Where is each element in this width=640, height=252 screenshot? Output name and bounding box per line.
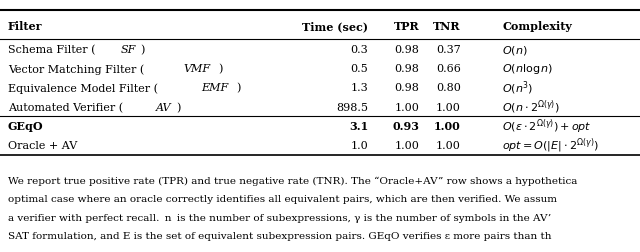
Text: 1.00: 1.00 bbox=[436, 102, 461, 112]
Text: 1.00: 1.00 bbox=[436, 140, 461, 150]
Text: 1.0: 1.0 bbox=[350, 140, 368, 150]
Text: 0.3: 0.3 bbox=[350, 45, 368, 55]
Text: SF: SF bbox=[120, 45, 136, 55]
Text: VMF: VMF bbox=[184, 64, 211, 74]
Text: 0.37: 0.37 bbox=[436, 45, 461, 55]
Text: Complexity: Complexity bbox=[502, 21, 572, 32]
Text: ): ) bbox=[236, 83, 241, 93]
Text: $\mathit{O}(n \cdot 2^{\Omega(\gamma)})$: $\mathit{O}(n \cdot 2^{\Omega(\gamma)})$ bbox=[502, 99, 560, 116]
Text: 0.66: 0.66 bbox=[436, 64, 461, 74]
Text: $\mathit{O}(\epsilon \cdot 2^{\Omega(\gamma)}) + \mathit{opt}$: $\mathit{O}(\epsilon \cdot 2^{\Omega(\ga… bbox=[502, 117, 592, 136]
Text: TNR: TNR bbox=[433, 21, 461, 32]
Text: $\mathit{opt} = \mathit{O}(|E| \cdot 2^{\Omega(\gamma)})$: $\mathit{opt} = \mathit{O}(|E| \cdot 2^{… bbox=[502, 136, 599, 155]
Text: 1.00: 1.00 bbox=[394, 140, 419, 150]
Text: 0.98: 0.98 bbox=[394, 64, 419, 74]
Text: 0.80: 0.80 bbox=[436, 83, 461, 93]
Text: Automated Verifier (: Automated Verifier ( bbox=[8, 102, 123, 112]
Text: Oracle + AV: Oracle + AV bbox=[8, 140, 77, 150]
Text: 898.5: 898.5 bbox=[336, 102, 368, 112]
Text: $\mathit{O}(n)$: $\mathit{O}(n)$ bbox=[502, 43, 528, 56]
Text: SAT formulation, and E is the set of equivalent subexpression pairs. GEqO verifi: SAT formulation, and E is the set of equ… bbox=[8, 231, 551, 240]
Text: GEqO: GEqO bbox=[8, 121, 44, 132]
Text: 0.5: 0.5 bbox=[350, 64, 368, 74]
Text: AV: AV bbox=[156, 102, 172, 112]
Text: Equivalence Model Filter (: Equivalence Model Filter ( bbox=[8, 83, 157, 93]
Text: 0.98: 0.98 bbox=[394, 45, 419, 55]
Text: optimal case where an oracle correctly identifies all equivalent pairs, which ar: optimal case where an oracle correctly i… bbox=[8, 195, 557, 204]
Text: $\mathit{O}(n^3)$: $\mathit{O}(n^3)$ bbox=[502, 79, 534, 97]
Text: 0.98: 0.98 bbox=[394, 83, 419, 93]
Text: EMF: EMF bbox=[201, 83, 228, 93]
Text: 3.1: 3.1 bbox=[349, 121, 368, 132]
Text: $\mathit{O}(n\log n)$: $\mathit{O}(n\log n)$ bbox=[502, 62, 554, 76]
Text: 0.93: 0.93 bbox=[392, 121, 419, 132]
Text: Filter: Filter bbox=[8, 21, 42, 32]
Text: We report true positive rate (TPR) and true negative rate (TNR). The “Oracle+AV”: We report true positive rate (TPR) and t… bbox=[8, 176, 577, 186]
Text: a verifier with perfect recall.  n  is the number of subexpressions, γ is the nu: a verifier with perfect recall. n is the… bbox=[8, 213, 551, 222]
Text: ): ) bbox=[218, 64, 223, 74]
Text: Schema Filter (: Schema Filter ( bbox=[8, 45, 95, 55]
Text: 1.3: 1.3 bbox=[350, 83, 368, 93]
Text: 1.00: 1.00 bbox=[434, 121, 461, 132]
Text: ): ) bbox=[176, 102, 180, 112]
Text: Time (sec): Time (sec) bbox=[302, 21, 368, 32]
Text: Vector Matching Filter (: Vector Matching Filter ( bbox=[8, 64, 144, 74]
Text: ): ) bbox=[140, 45, 145, 55]
Text: TPR: TPR bbox=[394, 21, 419, 32]
Text: 1.00: 1.00 bbox=[394, 102, 419, 112]
